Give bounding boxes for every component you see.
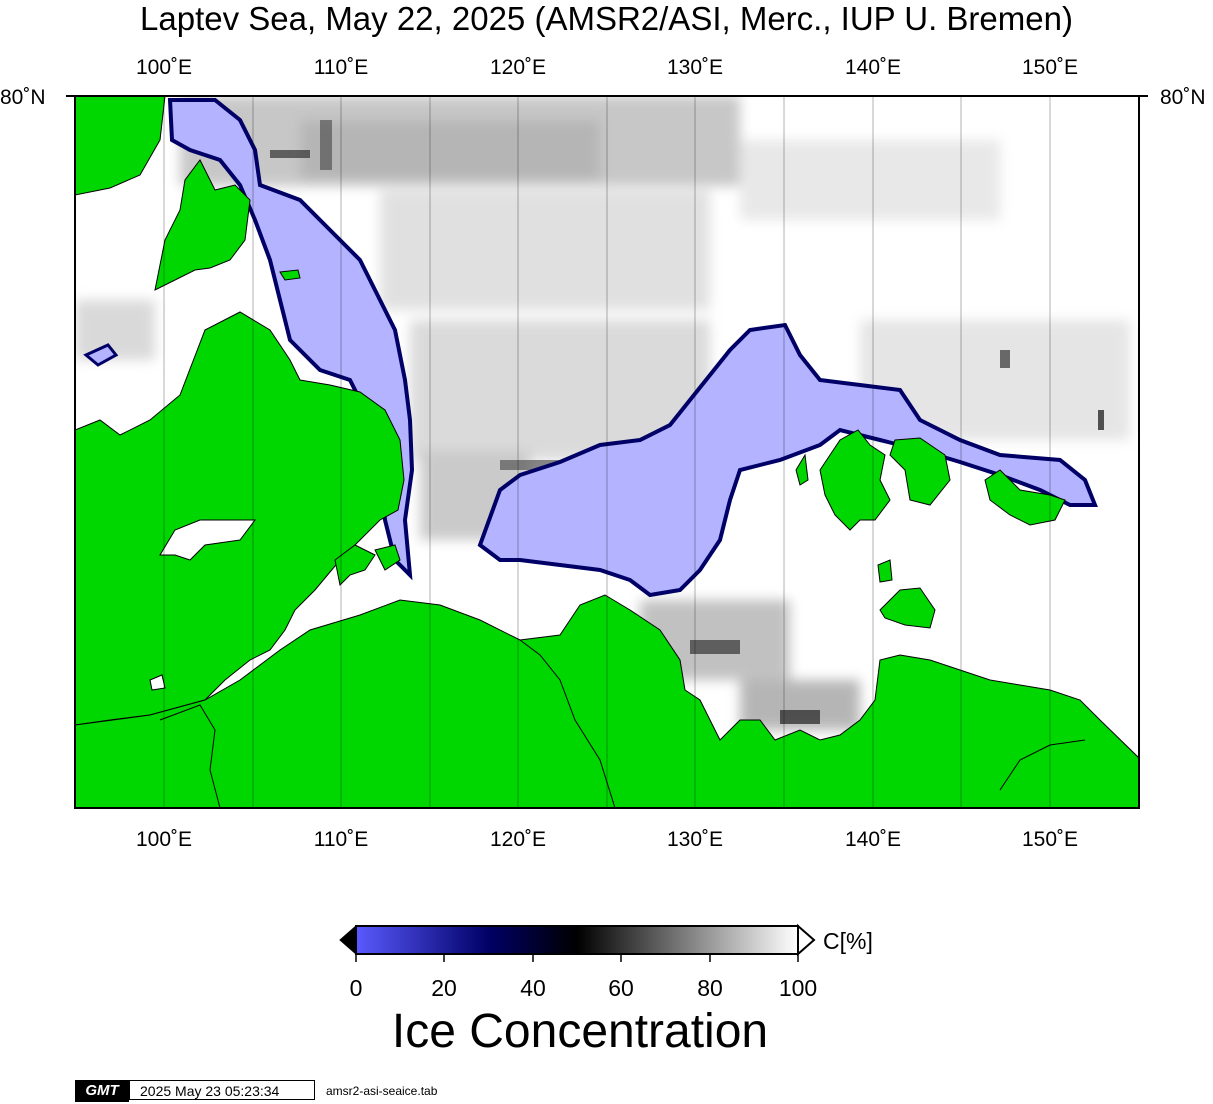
colorbar-tick-100: 100 [778, 975, 818, 1001]
colorbar-unit: C[%] [823, 928, 873, 954]
lon-label-bottom-110: 110˚E [313, 828, 369, 851]
map-frame [74, 95, 1140, 809]
gmt-logo: GMT [75, 1080, 129, 1102]
lon-label-bottom-140: 140˚E [844, 828, 902, 851]
lon-label-top-100: 100˚E [135, 56, 193, 79]
lon-label-bottom-130: 130˚E [666, 828, 724, 851]
lon-label-top-140: 140˚E [844, 56, 902, 79]
source-file: amsr2-asi-seaice.tab [326, 1084, 438, 1098]
lon-label-bottom-100: 100˚E [135, 828, 193, 851]
lon-label-bottom-150: 150˚E [1021, 828, 1079, 851]
rivers [159, 639, 1086, 808]
graticule [163, 96, 1051, 808]
open-water [83, 98, 1098, 598]
colorbar-tick-40: 40 [520, 975, 546, 1001]
lon-label-bottom-120: 120˚E [489, 828, 547, 851]
timestamp: 2025 May 23 05:23:34 [129, 1080, 315, 1100]
colorbar-tick-20: 20 [431, 975, 457, 1001]
colorbar-gradient [355, 925, 799, 955]
colorbar-tick-80: 80 [697, 975, 723, 1001]
lat-label-right: 80˚N [1160, 86, 1206, 109]
map-title: Laptev Sea, May 22, 2025 (AMSR2/ASI, Mer… [140, 0, 1073, 37]
lon-label-top-130: 130˚E [666, 56, 724, 79]
colorbar-high-triangle [797, 923, 816, 957]
colorbar-tick-0: 0 [349, 975, 363, 1001]
lon-label-top-120: 120˚E [489, 56, 547, 79]
colorbar-low-triangle [339, 924, 357, 956]
ice-texture [75, 96, 1130, 730]
lon-label-top-150: 150˚E [1021, 56, 1079, 79]
lon-label-top-110: 110˚E [313, 56, 369, 79]
colorbar-label: Ice Concentration [391, 1005, 769, 1058]
lat-label-left: 80˚N [0, 86, 46, 109]
colorbar-tick-60: 60 [608, 975, 634, 1001]
